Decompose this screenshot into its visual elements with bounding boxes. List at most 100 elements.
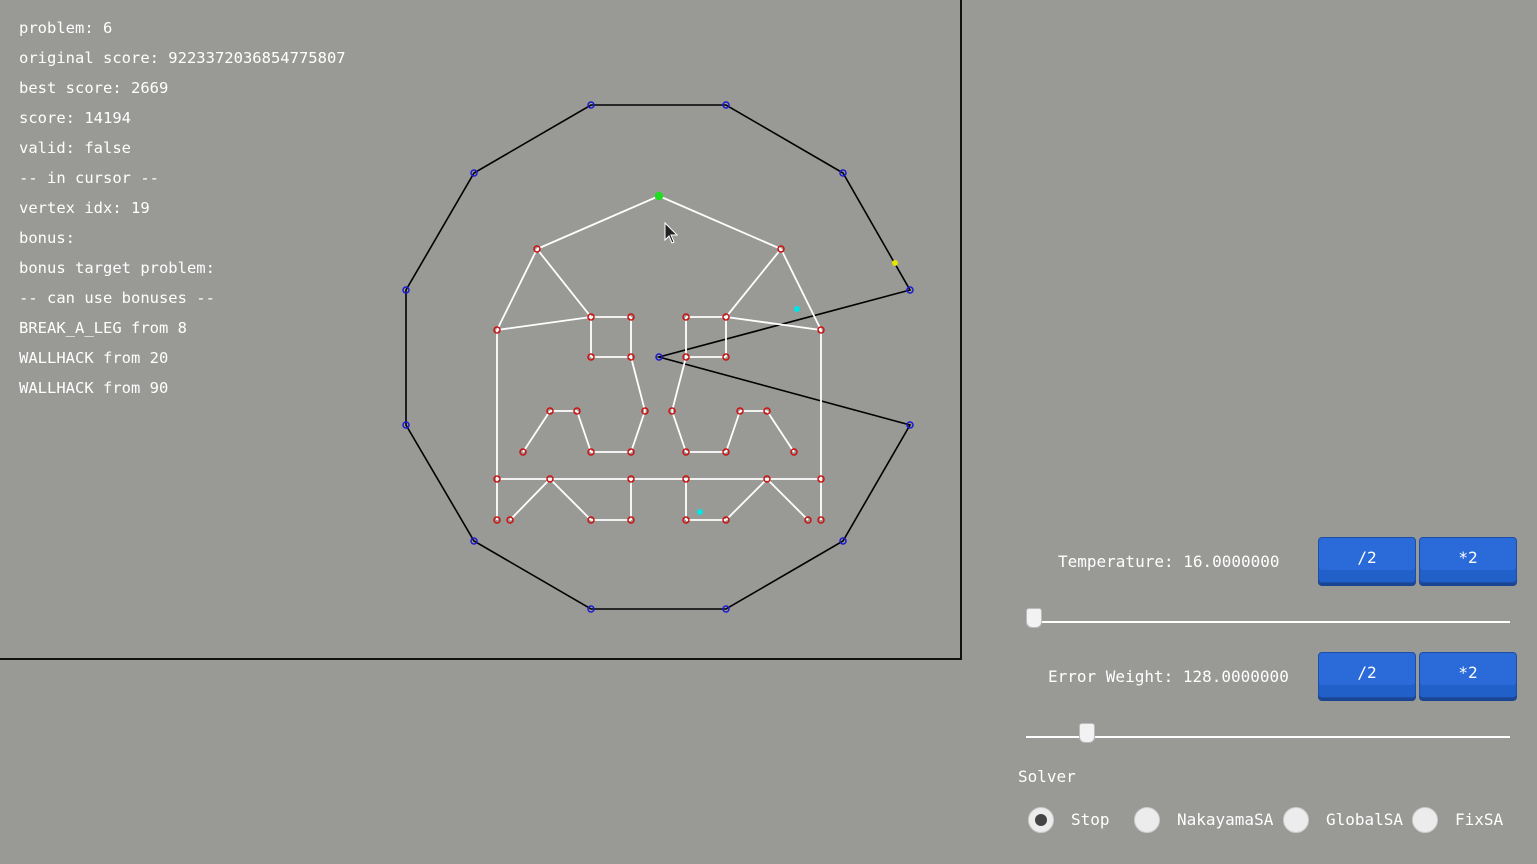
figure-vertex [722, 353, 730, 361]
solver-radio-nakayamasa[interactable] [1134, 807, 1160, 833]
radio-selected-dot [1035, 814, 1047, 826]
figure-edge [671, 356, 687, 412]
figure-vertex [682, 448, 690, 456]
info-line: WALLHACK from 20 [19, 349, 169, 367]
figure-vertex [506, 516, 514, 524]
hole-vertex [839, 169, 847, 177]
solver-option-stop-label: Stop [1071, 810, 1110, 829]
figure-vertex [627, 353, 635, 361]
hole-polygon [402, 101, 914, 613]
figure-vertex [817, 475, 825, 483]
info-line: -- can use bonuses -- [19, 289, 215, 307]
figure-vertex [627, 313, 635, 321]
figure-edge [780, 248, 822, 331]
figure-vertex [546, 407, 554, 415]
figure-vertex [587, 313, 595, 321]
figure-graph [493, 191, 898, 524]
figure-edge [536, 195, 660, 250]
solver-radio-globalsa[interactable] [1283, 807, 1309, 833]
mouse-pointer-icon [664, 221, 679, 244]
figure-vertex [722, 516, 730, 524]
solver-radio-stop[interactable] [1028, 807, 1054, 833]
figure-edge [509, 478, 551, 521]
problem-canvas[interactable] [0, 0, 962, 660]
info-line: original score: 9223372036854775807 [19, 49, 346, 67]
figure-vertex [493, 475, 501, 483]
figure-edge [536, 248, 592, 318]
figure-vertex [573, 407, 581, 415]
info-line: best score: 2669 [19, 79, 169, 97]
error-weight-slider-track[interactable] [1026, 736, 1510, 738]
info-line: score: 14194 [19, 109, 131, 127]
temperature-slider-handle[interactable] [1026, 608, 1042, 628]
figure-edge [496, 248, 538, 331]
hole-vertex [906, 421, 914, 429]
figure-vertex [817, 516, 825, 524]
solver-title: Solver [1018, 767, 1076, 786]
figure-vertex [587, 516, 595, 524]
figure-vertex [722, 448, 730, 456]
hole-vertex [906, 286, 914, 294]
figure-edge [725, 410, 741, 453]
figure-vertex [546, 475, 554, 483]
figure-vertex [763, 475, 771, 483]
figure-edge [725, 478, 768, 521]
bonus-point [697, 509, 703, 515]
error-weight-label: Error Weight: 128.0000000 [1048, 667, 1289, 686]
figure-vertex [682, 475, 690, 483]
figure-vertex [627, 475, 635, 483]
hole-vertex [470, 169, 478, 177]
figure-vertex [627, 516, 635, 524]
hole-vertex [402, 286, 410, 294]
figure-edge [766, 478, 809, 521]
hole-outline [405, 104, 912, 610]
figure-edge [576, 410, 592, 453]
figure-vertex [682, 516, 690, 524]
error-weight-slider-handle[interactable] [1079, 723, 1096, 743]
problem-canvas-svg[interactable] [0, 0, 960, 658]
info-line: -- in cursor -- [19, 169, 159, 187]
figure-vertex [682, 313, 690, 321]
figure-vertex [493, 326, 501, 334]
figure-vertex [493, 516, 501, 524]
hole-vertex [470, 537, 478, 545]
hole-vertex [722, 101, 730, 109]
figure-vertex [641, 407, 649, 415]
figure-edge [725, 316, 822, 331]
info-line: bonus: [19, 229, 75, 247]
hole-vertex [402, 421, 410, 429]
error-weight-double-button[interactable]: *2 [1419, 652, 1517, 698]
figure-vertex [682, 353, 690, 361]
bonus-point [794, 306, 800, 312]
temperature-slider-track[interactable] [1026, 621, 1510, 623]
solver-option-globalsa-label: GlobalSA [1326, 810, 1404, 829]
info-line: WALLHACK from 90 [19, 379, 169, 397]
figure-edge [630, 410, 646, 453]
figure-vertex [790, 448, 798, 456]
error-weight-half-button[interactable]: /2 [1318, 652, 1416, 698]
figure-vertex [668, 407, 676, 415]
figure-vertex [804, 516, 812, 524]
solver-option-fixsa-label: FixSA [1455, 810, 1504, 829]
cursor-vertex [654, 191, 664, 201]
figure-edge [522, 410, 551, 453]
figure-vertex [817, 326, 825, 334]
solver-option-nakayamasa-label: NakayamaSA [1177, 810, 1274, 829]
figure-vertex [763, 407, 771, 415]
figure-edge [766, 410, 795, 453]
temperature-half-button[interactable]: /2 [1318, 537, 1416, 583]
info-line: bonus target problem: [19, 259, 215, 277]
info-line: vertex idx: 19 [19, 199, 150, 217]
hole-vertex [839, 537, 847, 545]
info-panel: problem: 6 original score: 92233720368547… [19, 18, 346, 408]
figure-edge [549, 478, 592, 521]
solver-radio-fixsa[interactable] [1412, 807, 1438, 833]
info-line: valid: false [19, 139, 131, 157]
info-line: problem: 6 [19, 19, 113, 37]
figure-edge [630, 356, 646, 412]
figure-edge [496, 316, 592, 331]
info-line: BREAK_A_LEG from 8 [19, 319, 187, 337]
figure-vertex [627, 448, 635, 456]
temperature-double-button[interactable]: *2 [1419, 537, 1517, 583]
bonus-point [892, 260, 898, 266]
